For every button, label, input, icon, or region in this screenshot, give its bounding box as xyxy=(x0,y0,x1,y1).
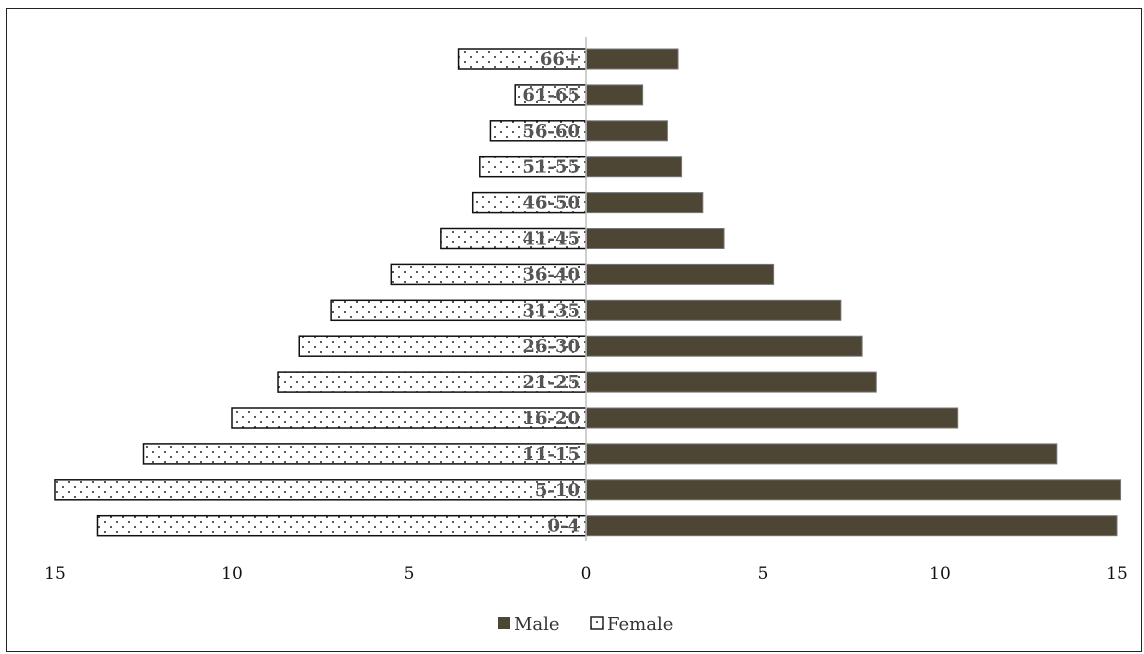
x-tick-label: 10 xyxy=(221,564,243,584)
category-label-0-4: 0-4 xyxy=(547,516,580,537)
category-label-56-60: 56-60 xyxy=(522,121,580,142)
legend-swatch-female xyxy=(590,616,604,630)
bar-male-5-10 xyxy=(585,479,1122,501)
bar-male-0-4 xyxy=(585,515,1118,537)
category-label-41-45: 41-45 xyxy=(522,229,580,250)
bar-male-31-35 xyxy=(585,299,842,321)
bar-male-21-25 xyxy=(585,371,877,393)
category-label-66plus: 66+ xyxy=(540,49,580,70)
bar-male-11-15 xyxy=(585,443,1058,465)
category-label-31-35: 31-35 xyxy=(522,300,580,321)
bar-male-46-50 xyxy=(585,192,704,214)
x-axis-ticks: 15 10 5 0 5 10 15 xyxy=(44,564,1128,584)
x-tick-label: 0 xyxy=(581,564,592,584)
bar-male-61-65 xyxy=(585,84,644,106)
bar-male-16-20 xyxy=(585,407,959,429)
bar-female-0-4 xyxy=(96,514,587,537)
legend-label-male: Male xyxy=(514,614,560,635)
category-label-5-10: 5-10 xyxy=(535,480,580,501)
bar-male-41-45 xyxy=(585,228,725,249)
x-tick-label: 5 xyxy=(404,564,415,584)
category-label-36-40: 36-40 xyxy=(522,264,580,285)
bar-male-51-55 xyxy=(585,156,683,178)
population-pyramid-chart: 0-4 5-10 11-15 16-20 21-25 26-30 31-35 36-40 41-… xyxy=(44,37,1128,635)
bars-layer xyxy=(54,48,1122,537)
legend: Male Female xyxy=(498,614,673,635)
chart-frame: 0-4 5-10 11-15 16-20 21-25 26-30 31-35 36-40 41-… xyxy=(6,8,1142,652)
bar-female-11-15 xyxy=(142,443,587,465)
bar-male-56-60 xyxy=(585,120,668,142)
category-labels: 0-4 5-10 11-15 16-20 21-25 26-30 31-35 36-40 41-… xyxy=(522,49,580,537)
category-label-61-65: 61-65 xyxy=(522,85,580,106)
category-label-51-55: 51-55 xyxy=(522,157,580,178)
bar-male-66plus xyxy=(585,48,679,70)
x-tick-label: 15 xyxy=(1106,564,1128,584)
x-tick-label: 10 xyxy=(929,564,951,584)
category-label-16-20: 16-20 xyxy=(522,408,580,429)
category-label-46-50: 46-50 xyxy=(522,193,580,214)
category-label-21-25: 21-25 xyxy=(522,372,580,393)
category-label-26-30: 26-30 xyxy=(522,336,580,357)
bar-male-26-30 xyxy=(585,335,863,357)
x-tick-label: 15 xyxy=(44,564,66,584)
x-tick-label: 5 xyxy=(758,564,769,584)
category-label-11-15: 11-15 xyxy=(522,444,580,465)
bar-female-5-10 xyxy=(54,479,587,501)
legend-label-female: Female xyxy=(607,614,673,635)
bar-male-36-40 xyxy=(585,263,775,285)
legend-swatch-male xyxy=(498,617,510,629)
